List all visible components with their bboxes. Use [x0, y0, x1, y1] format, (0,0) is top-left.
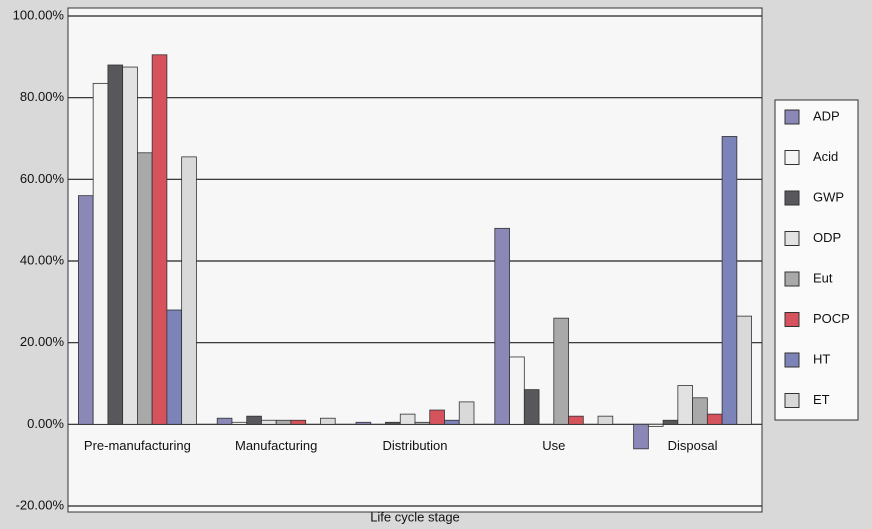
x-tick-label: Pre-manufacturing [84, 438, 191, 453]
legend-label: HT [813, 351, 830, 366]
bar [290, 419, 307, 425]
plot-area [67, 7, 763, 513]
bar [414, 421, 431, 425]
legend-label: POCP [813, 311, 850, 326]
x-tick-label: Disposal [668, 438, 718, 453]
bar [92, 82, 109, 425]
legend-swatch [784, 231, 800, 246]
y-tick-label: -20.00% [16, 497, 65, 512]
bar [568, 415, 584, 425]
bar [246, 415, 262, 425]
bar [509, 356, 525, 425]
y-tick-label: 60.00% [20, 171, 65, 186]
legend-label: ODP [813, 230, 841, 245]
legend-swatch [784, 150, 800, 165]
legend-swatch [784, 393, 800, 408]
bar [721, 136, 738, 425]
legend-label: Eut [813, 270, 833, 285]
y-tick-label: 0.00% [27, 416, 64, 431]
bar [107, 64, 124, 425]
legend-label: Acid [813, 149, 838, 164]
bar [597, 415, 614, 425]
x-tick-label: Manufacturing [235, 438, 317, 453]
bar [444, 419, 460, 425]
y-tick-label: 20.00% [20, 334, 65, 349]
bar [181, 156, 197, 425]
legend-swatch [784, 109, 800, 125]
legend-swatch [784, 312, 800, 327]
legend-swatch [784, 271, 800, 287]
bar [399, 413, 416, 425]
bar [494, 227, 510, 425]
bar [706, 413, 723, 425]
bar [692, 397, 708, 425]
bar [553, 317, 569, 425]
bar [736, 315, 752, 425]
bar [523, 389, 540, 425]
bar [216, 417, 233, 425]
legend-label: ADP [813, 108, 840, 123]
y-tick-label: 80.00% [20, 89, 65, 104]
y-tick-label: 40.00% [20, 252, 65, 267]
bar [261, 419, 277, 425]
bar [231, 421, 248, 425]
bar [633, 423, 649, 450]
bar [458, 401, 475, 425]
legend-label: ET [813, 392, 830, 407]
bar [275, 419, 292, 425]
bar [151, 54, 168, 425]
bar [662, 419, 679, 425]
bar [355, 421, 372, 425]
bar [385, 421, 401, 425]
x-axis-title: Life cycle stage [370, 509, 460, 524]
legend-swatch [784, 190, 800, 206]
bar [429, 409, 445, 425]
bar [647, 423, 664, 427]
bar [122, 66, 138, 425]
bar [320, 417, 336, 425]
y-tick-label: 100.00% [13, 7, 65, 22]
bar [136, 152, 153, 425]
legend-swatch [784, 352, 800, 368]
x-tick-label: Distribution [382, 438, 447, 453]
bar [78, 195, 94, 425]
x-tick-label: Use [542, 438, 565, 453]
bar [166, 309, 183, 425]
bar [677, 385, 693, 425]
legend-label: GWP [813, 189, 844, 204]
